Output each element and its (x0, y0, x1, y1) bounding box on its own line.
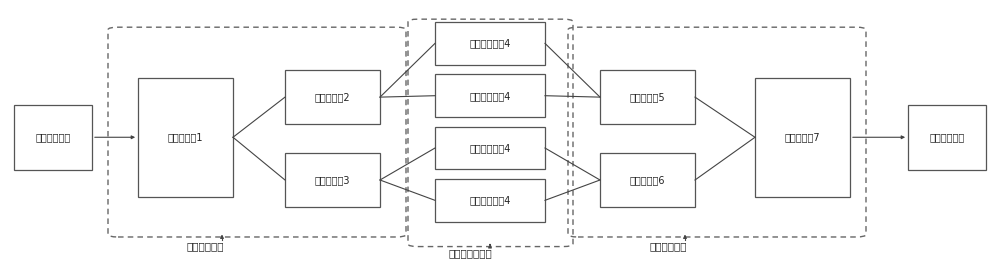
Text: 功率分配器7: 功率分配器7 (785, 132, 820, 142)
Text: 一分四合路器: 一分四合路器 (649, 241, 687, 251)
Text: 共形交指单元4: 共形交指单元4 (469, 143, 511, 153)
Text: 功率分配器2: 功率分配器2 (315, 92, 350, 102)
Text: 微波信号输出: 微波信号输出 (929, 132, 965, 142)
Text: 共形交指单元4: 共形交指单元4 (469, 195, 511, 205)
Text: 功率分配器5: 功率分配器5 (630, 92, 665, 102)
Bar (14, 105, 92, 170)
Bar (908, 105, 986, 170)
Bar (435, 74, 545, 117)
Text: 功率分配器3: 功率分配器3 (315, 175, 350, 185)
Text: 功率分配器1: 功率分配器1 (168, 132, 203, 142)
Bar (435, 22, 545, 65)
Text: 共形交指单元4: 共形交指单元4 (469, 38, 511, 48)
Bar (435, 127, 545, 169)
Bar (285, 153, 380, 207)
Bar (435, 179, 545, 222)
Text: 微波信号输入: 微波信号输入 (35, 132, 71, 142)
Bar (755, 78, 850, 197)
Text: 待测材料放置区: 待测材料放置区 (448, 249, 492, 259)
Bar (600, 70, 695, 124)
Text: 共形交指单元4: 共形交指单元4 (469, 91, 511, 101)
Bar (138, 78, 233, 197)
Text: 一分四功分器: 一分四功分器 (186, 241, 224, 251)
Bar (600, 153, 695, 207)
Bar (285, 70, 380, 124)
Text: 功率分配器6: 功率分配器6 (630, 175, 665, 185)
